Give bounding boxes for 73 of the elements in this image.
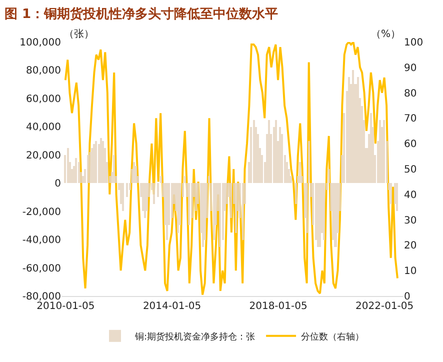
chart-title: 图 1：铜期货投机性净多头寸降低至中位数水平 (4, 6, 278, 22)
bar (89, 152, 91, 183)
bar (383, 120, 385, 183)
y-tick-label: 80,000 (26, 66, 61, 77)
bar (253, 120, 255, 183)
legend-label: 铜:期货投机资金净多持仓：张 (134, 331, 256, 342)
bar (75, 158, 77, 183)
y-tick-label: -80,000 (22, 292, 61, 302)
bar (202, 183, 204, 247)
bar (370, 113, 372, 183)
y2-tick-label: 40 (404, 190, 417, 201)
bar (334, 183, 337, 247)
bar (323, 183, 325, 240)
y2-tick-label: 0 (404, 292, 410, 302)
bar (91, 148, 93, 183)
bar (160, 176, 162, 183)
y-tick-label: -20,000 (22, 206, 61, 218)
y-tick-label: -60,000 (22, 263, 61, 274)
bar (295, 183, 297, 204)
bar (126, 183, 128, 197)
bar (299, 162, 301, 183)
bar (188, 183, 190, 225)
y-tick-label: 40,000 (26, 122, 61, 134)
bar (78, 162, 80, 183)
bar (208, 176, 210, 183)
y2-tick-label: 60 (404, 139, 417, 150)
y-axis-title: （张） (64, 28, 94, 40)
legend-label: 分位数（右轴） (301, 331, 364, 342)
bar (235, 183, 237, 233)
y2-tick-label: 70 (404, 114, 417, 125)
bar (328, 169, 330, 183)
y-tick-label: 0 (54, 178, 61, 190)
y2-tick-label: 50 (404, 164, 417, 176)
bar (184, 176, 186, 183)
bar (306, 183, 308, 233)
y2-tick-label: 90 (404, 62, 417, 74)
y2-tick-label: 100 (404, 38, 424, 48)
bar (144, 183, 146, 218)
bar (230, 183, 232, 218)
y2-axis-title: （%） (371, 29, 401, 40)
bar (122, 183, 124, 211)
y2-tick-label: 30 (404, 215, 417, 226)
bar (242, 183, 244, 240)
bar (275, 120, 277, 183)
bar (213, 183, 215, 240)
bar (95, 141, 97, 183)
y-tick-label: 60,000 (26, 94, 61, 105)
y-tick-label: -40,000 (22, 235, 61, 246)
bar (308, 141, 310, 183)
x-tick-label: 2022-01-05 (356, 301, 414, 312)
bar (87, 155, 89, 183)
x-tick-label: 2010-01-05 (36, 301, 95, 312)
bar (379, 120, 381, 183)
x-tick-label: 2014-01-05 (142, 301, 202, 312)
y2-tick-label: 10 (404, 266, 417, 278)
x-tick-label: 2018-01-05 (249, 301, 308, 312)
bar (157, 183, 159, 197)
bar (153, 183, 155, 204)
y2-tick-label: 80 (404, 88, 417, 100)
bar (390, 183, 392, 204)
bar (219, 183, 221, 247)
y-tick-label: 20,000 (26, 150, 61, 162)
bar (396, 183, 398, 211)
bar (133, 162, 135, 183)
bar (195, 183, 197, 211)
bar (113, 155, 115, 183)
line-series (64, 42, 398, 296)
y2-tick-label: 20 (404, 240, 417, 252)
bar (177, 183, 179, 233)
bar (67, 148, 69, 183)
bar (135, 166, 137, 183)
y-tick-label: 100,000 (20, 38, 61, 48)
bar (166, 183, 168, 240)
